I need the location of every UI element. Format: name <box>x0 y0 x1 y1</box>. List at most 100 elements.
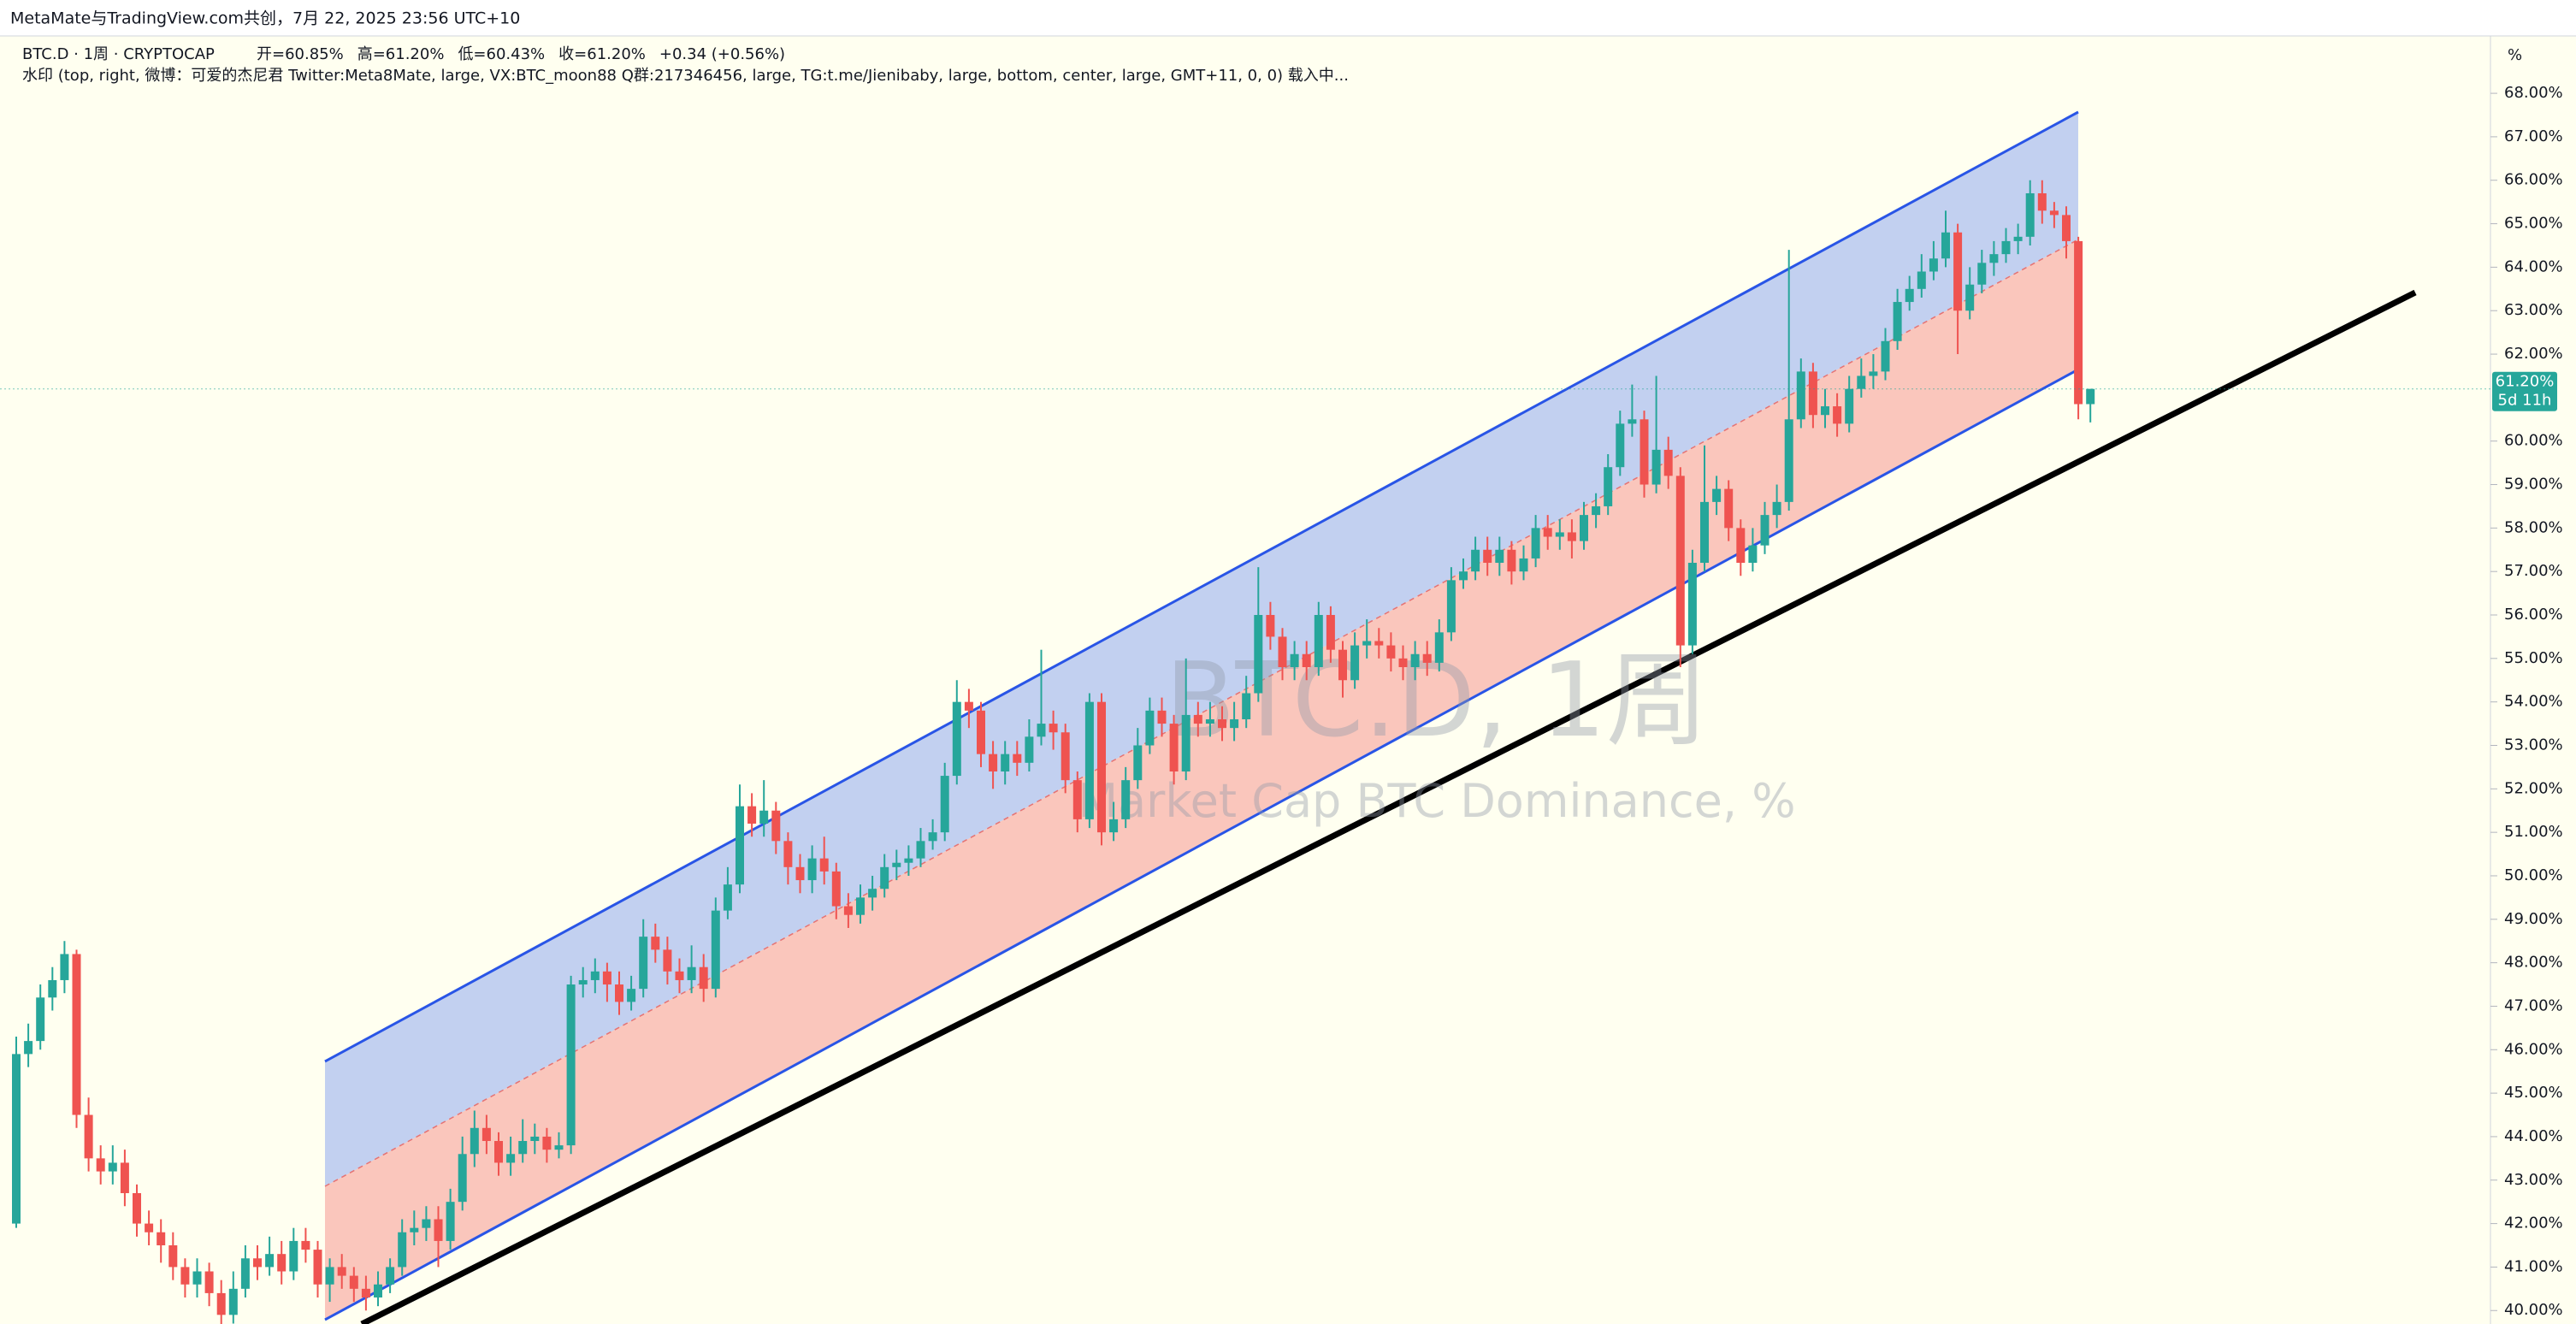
candle-body <box>639 937 648 990</box>
y-tick-label: 45.00% <box>2504 1084 2563 1102</box>
candle-body <box>1025 736 1034 763</box>
candle-body <box>627 989 636 1002</box>
candle-body <box>337 1267 346 1276</box>
candle-body <box>1821 406 1829 416</box>
candle-body <box>2013 236 2023 241</box>
candle-body <box>1507 549 1516 572</box>
candle-body <box>36 997 45 1042</box>
candle-body <box>1651 449 1661 485</box>
candle-body <box>1808 371 1817 416</box>
candle-body <box>1362 641 1372 646</box>
candle-body <box>168 1245 178 1268</box>
candle-body <box>1628 419 1637 424</box>
candle-body <box>1302 653 1311 668</box>
candle-body <box>1072 780 1082 819</box>
y-tick-label: 52.00% <box>2504 779 2563 797</box>
candle-body <box>2001 240 2011 255</box>
candle-body <box>566 984 576 1146</box>
candle-body <box>1097 701 1106 833</box>
candle-body <box>1001 754 1010 771</box>
candle-body <box>1796 371 1805 420</box>
candle-body <box>349 1275 358 1289</box>
candle-body <box>1953 232 1963 311</box>
candle-body <box>422 1219 431 1228</box>
candle-body <box>940 776 949 833</box>
candle-body <box>2037 192 2047 211</box>
candle-body <box>482 1127 491 1142</box>
candle-body <box>1230 718 1239 729</box>
candle-body <box>12 1054 21 1224</box>
y-tick-label: 54.00% <box>2504 693 2563 711</box>
candle-body <box>2062 215 2071 241</box>
candle-body <box>807 858 817 881</box>
candle-body <box>530 1136 540 1142</box>
y-tick-label: 48.00% <box>2504 954 2563 972</box>
candle-body <box>1326 615 1335 650</box>
candle-body <box>1604 467 1613 506</box>
candle-body <box>1881 340 1890 372</box>
candle-body <box>843 906 853 915</box>
y-tick-label: 63.00% <box>2504 301 2563 319</box>
candle-body <box>1386 645 1396 659</box>
candle-body <box>48 979 57 998</box>
candle-body <box>2025 192 2035 237</box>
candle-body <box>2086 388 2095 405</box>
candle-body <box>1748 545 1758 564</box>
candle-body <box>24 1041 33 1055</box>
candle-body <box>542 1136 552 1150</box>
candle-body <box>1700 501 1709 564</box>
y-tick-label: 53.00% <box>2504 736 2563 754</box>
candle-body <box>2074 240 2083 405</box>
y-tick-label: 44.00% <box>2504 1127 2563 1145</box>
candle-body <box>1290 653 1299 668</box>
candle-body <box>868 889 877 898</box>
candle-body <box>1519 558 1528 572</box>
candle-body <box>856 897 865 915</box>
candle-body <box>989 754 998 771</box>
candle-body <box>1772 501 1781 516</box>
y-tick-label: 50.00% <box>2504 866 2563 884</box>
regression-channel <box>324 110 2079 1321</box>
y-tick-label: 58.00% <box>2504 518 2563 536</box>
y-tick-label: 62.00% <box>2504 345 2563 363</box>
candle-body <box>554 1145 564 1150</box>
candle-body <box>1037 724 1046 737</box>
candle-body <box>84 1114 93 1159</box>
candle-body <box>795 866 805 881</box>
y-tick-label: 57.00% <box>2504 562 2563 580</box>
candle-body <box>831 871 841 907</box>
candle-body <box>60 954 69 980</box>
y-tick-label: 67.00% <box>2504 127 2563 145</box>
candle-body <box>192 1271 202 1285</box>
candle-body <box>1567 532 1576 541</box>
candle-body <box>240 1258 250 1289</box>
y-tick-label: 43.00% <box>2504 1171 2563 1189</box>
candle-body <box>289 1240 298 1272</box>
candle-body <box>1049 724 1058 733</box>
candle-body <box>1350 645 1360 681</box>
candle-body <box>1965 284 1975 311</box>
ohlc-label: 低=60.43% <box>458 45 545 63</box>
candle-body <box>952 701 961 777</box>
candle-body <box>578 979 588 985</box>
candle-body <box>1989 254 1999 263</box>
y-tick-label: 59.00% <box>2504 476 2563 494</box>
candle-body <box>228 1288 238 1315</box>
candle-body <box>977 710 985 754</box>
candle-body <box>892 862 901 867</box>
candle-body <box>736 806 744 885</box>
candle-body <box>374 1284 382 1297</box>
candle-body <box>277 1254 287 1272</box>
candle-body <box>506 1154 516 1163</box>
candle-body <box>1061 732 1070 781</box>
header-bar <box>0 0 2576 36</box>
candle-body <box>1687 563 1697 646</box>
channel-lower-line <box>324 368 2079 1321</box>
candle-body <box>1869 371 1878 376</box>
ohlc-label: 开=60.85% <box>257 45 344 63</box>
candle-body <box>675 971 684 980</box>
candle-body <box>1374 641 1384 646</box>
candle-body <box>1531 528 1540 559</box>
candle-body <box>1084 701 1094 819</box>
